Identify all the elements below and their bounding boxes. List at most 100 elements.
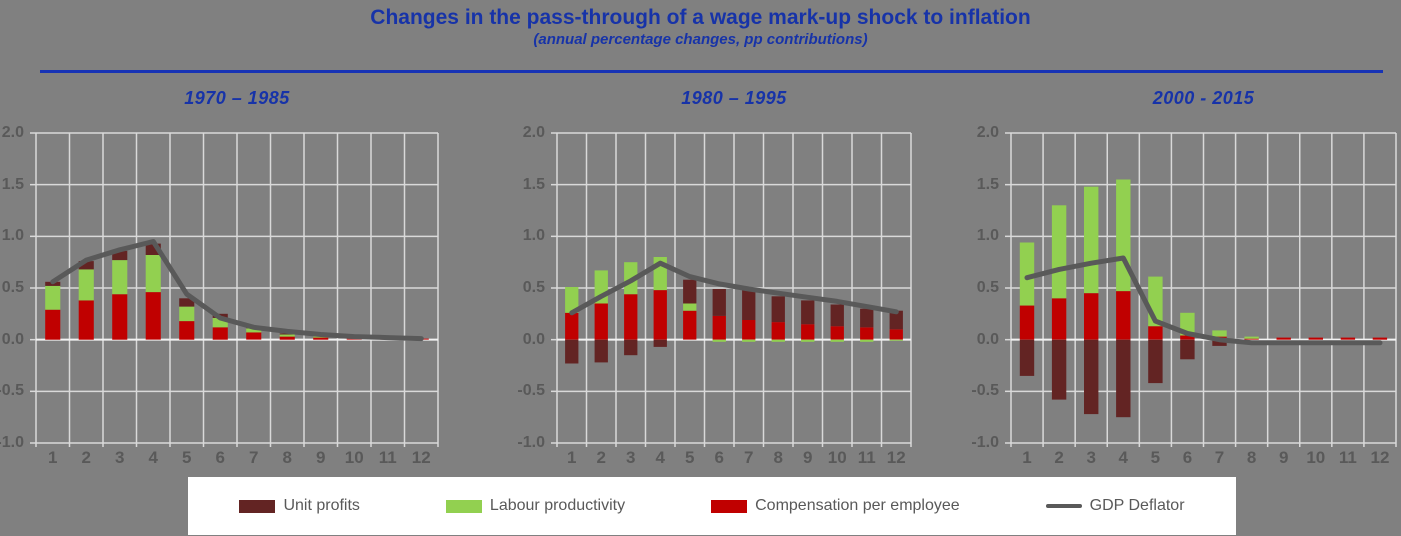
bar-segment bbox=[742, 339, 756, 342]
bar-segment bbox=[712, 315, 726, 340]
legend-item-compensation-per-employee: Compensation per employee bbox=[711, 497, 960, 515]
x-axis-tick-label: 3 bbox=[626, 448, 636, 467]
y-axis-tick-label: -0.5 bbox=[517, 382, 545, 400]
x-axis-tick-label: 5 bbox=[182, 448, 192, 467]
x-axis-tick-label: 8 bbox=[1246, 448, 1257, 467]
y-axis-tick-label: 0.5 bbox=[1, 279, 24, 296]
bar-segment bbox=[1084, 339, 1099, 415]
bar-segment bbox=[1372, 337, 1388, 340]
y-axis-tick-label: -1.0 bbox=[517, 434, 545, 451]
bar-segment bbox=[313, 336, 329, 338]
bar-segment bbox=[1180, 339, 1195, 360]
x-axis-tick-label: 12 bbox=[886, 448, 906, 467]
bar-segment bbox=[565, 312, 579, 340]
bar-segment bbox=[112, 294, 128, 340]
bar-segment bbox=[683, 279, 697, 304]
x-axis-tick-label: 7 bbox=[744, 448, 754, 467]
bar-segment bbox=[246, 328, 262, 333]
x-axis-tick-label: 5 bbox=[1150, 448, 1161, 467]
legend-label: Unit profits bbox=[283, 497, 360, 514]
legend-color-swatch bbox=[445, 499, 482, 513]
x-axis-tick-label: 2 bbox=[81, 448, 91, 467]
y-axis-tick-label: -1.0 bbox=[0, 434, 24, 451]
bar-segment bbox=[1019, 242, 1035, 306]
panel-title: 1980 – 1995 bbox=[681, 88, 787, 108]
bar-segment bbox=[830, 326, 844, 340]
y-axis-tick-label: -1.0 bbox=[971, 434, 999, 451]
y-axis-tick-label: 2.0 bbox=[976, 124, 999, 141]
x-axis-tick-label: 7 bbox=[249, 448, 259, 467]
gdp-deflator-line bbox=[50, 239, 424, 342]
bar-segment bbox=[742, 288, 756, 320]
x-axis-tick-label: 9 bbox=[803, 448, 813, 467]
x-axis: 1 2 3 4 5 6 7 8 9 10 11 12 bbox=[36, 448, 438, 474]
x-axis-tick-label: 1 bbox=[48, 448, 58, 467]
legend: Unit profits Labour productivity Compensat… bbox=[188, 477, 1236, 535]
bar-segment bbox=[1116, 291, 1131, 340]
y-axis-tick-label: 2.0 bbox=[522, 124, 545, 141]
bar-segment bbox=[1212, 339, 1227, 346]
bar-segment bbox=[1340, 337, 1356, 340]
legend-label: Labour productivity bbox=[489, 497, 626, 514]
y-axis-tick-label: 1.5 bbox=[522, 175, 545, 193]
bar-segment bbox=[860, 308, 874, 328]
bar-segment bbox=[1019, 339, 1035, 376]
bar-segment bbox=[1116, 339, 1131, 418]
bar-segment bbox=[212, 318, 228, 328]
bar-segment bbox=[889, 339, 903, 341]
x-axis-tick-label: 3 bbox=[1086, 448, 1096, 467]
bar-segment bbox=[565, 339, 579, 364]
plot-area bbox=[30, 132, 439, 447]
y-axis-tick-label: 1.0 bbox=[522, 227, 545, 245]
bar-segment bbox=[1244, 338, 1259, 340]
bar-segment bbox=[1051, 205, 1067, 299]
bar-segment bbox=[860, 327, 874, 340]
x-axis-tick-label: 3 bbox=[115, 448, 125, 467]
bar-segment bbox=[653, 290, 667, 340]
x-axis-tick-label: 9 bbox=[316, 448, 326, 467]
x-axis-tick-label: 1 bbox=[1022, 448, 1032, 467]
x-axis-tick-label: 11 bbox=[1338, 448, 1357, 467]
x-axis-tick-label: 8 bbox=[282, 448, 292, 467]
x-axis-tick-label: 12 bbox=[1370, 448, 1390, 467]
x-axis: 1 2 3 4 5 6 7 8 9 10 11 12 bbox=[557, 448, 911, 474]
bar-segment bbox=[112, 260, 128, 295]
x-axis-tick-label: 11 bbox=[857, 448, 876, 467]
bar-segment bbox=[179, 306, 195, 322]
bar-segment bbox=[78, 261, 94, 270]
chart-plot bbox=[30, 132, 439, 447]
bar-segment bbox=[860, 339, 874, 342]
legend-item-labour-productivity: Labour productivity bbox=[445, 497, 626, 515]
gdp-deflator-line bbox=[1024, 255, 1383, 346]
bar-segment bbox=[742, 320, 756, 340]
x-axis-tick-label: 10 bbox=[1306, 448, 1326, 467]
bar-segment bbox=[1148, 339, 1163, 384]
bar-segment bbox=[801, 324, 815, 340]
panel-title: 2000 - 2015 bbox=[1152, 88, 1255, 108]
bar-segment bbox=[1116, 179, 1131, 292]
bar-segment bbox=[624, 339, 638, 356]
x-axis-tick-label: 4 bbox=[148, 448, 158, 467]
bar-segment bbox=[279, 334, 295, 337]
plot-area bbox=[551, 132, 912, 447]
x-axis-tick-label: 12 bbox=[411, 448, 431, 467]
bar-segment bbox=[212, 327, 228, 340]
bar-segment bbox=[1244, 336, 1259, 339]
x-axis-tick-label: 5 bbox=[685, 448, 695, 467]
legend-item-gdp-deflator: GDP Deflator bbox=[1045, 497, 1185, 515]
x-axis-tick-label: 6 bbox=[714, 448, 724, 467]
bar-segment bbox=[1308, 337, 1323, 340]
bar-segment bbox=[830, 339, 844, 342]
bar-segment bbox=[683, 310, 697, 340]
bar-segment bbox=[346, 338, 362, 340]
bar-segment bbox=[889, 329, 903, 340]
bar-segment bbox=[145, 254, 161, 293]
plot-area bbox=[1005, 132, 1397, 447]
bar-segment bbox=[771, 296, 785, 323]
bar-segment bbox=[712, 289, 726, 316]
legend-line-swatch bbox=[1045, 504, 1082, 508]
x-axis-tick-label: 2 bbox=[596, 448, 606, 467]
bar-segment bbox=[624, 294, 638, 340]
bar-segment bbox=[1051, 339, 1067, 400]
bar-segment bbox=[830, 304, 844, 327]
